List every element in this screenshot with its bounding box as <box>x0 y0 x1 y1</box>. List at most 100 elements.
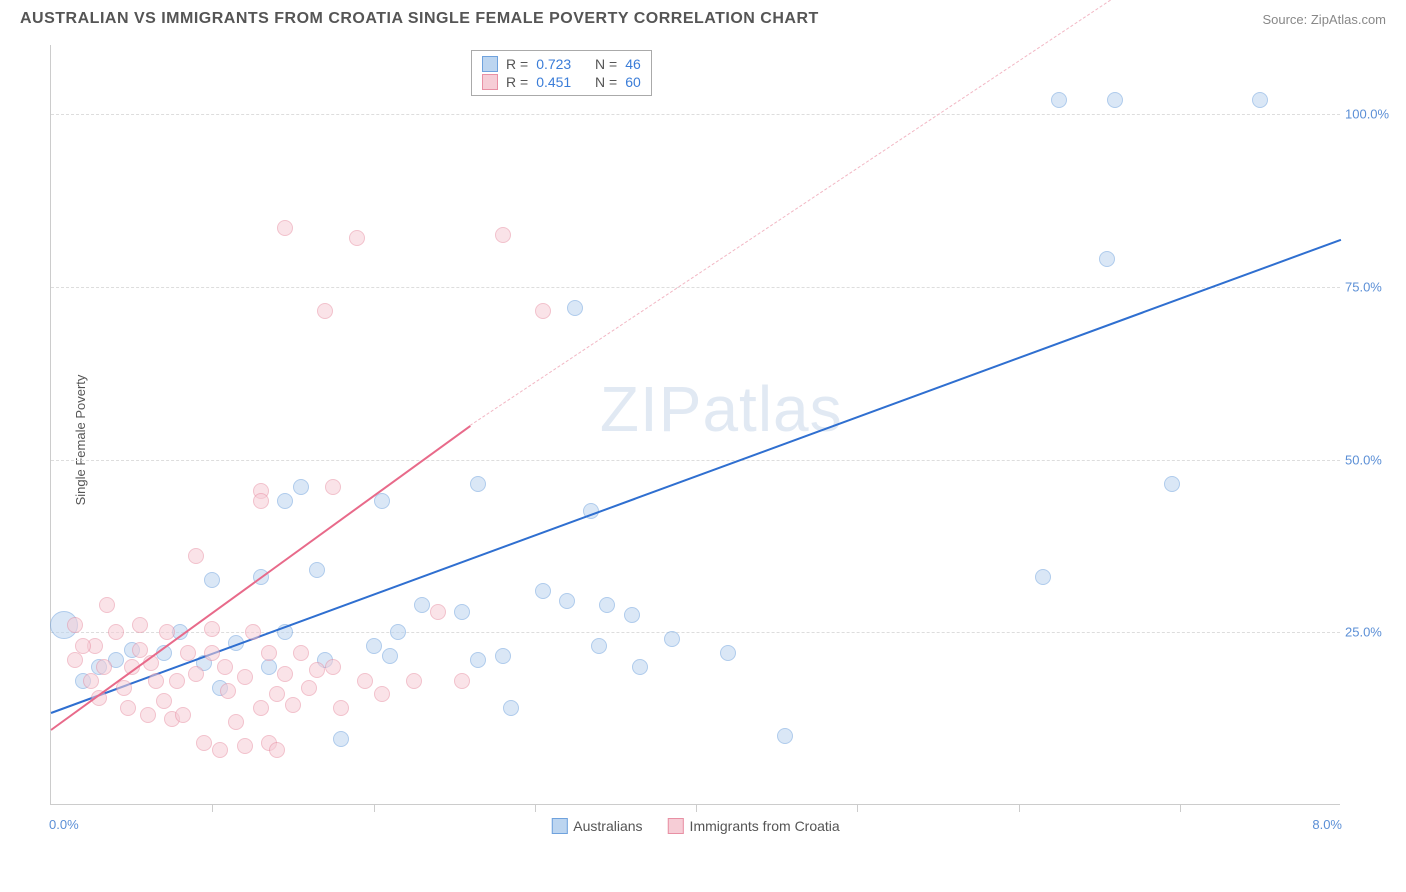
data-point <box>567 300 583 316</box>
data-point <box>414 597 430 613</box>
data-point <box>535 303 551 319</box>
legend-swatch <box>482 56 498 72</box>
stat-n-label: N = <box>595 56 617 72</box>
data-point <box>293 645 309 661</box>
data-point <box>245 624 261 640</box>
x-tick <box>1019 804 1020 812</box>
data-point <box>159 624 175 640</box>
data-point <box>83 673 99 689</box>
data-point <box>1099 251 1115 267</box>
data-point <box>357 673 373 689</box>
legend-swatch <box>668 818 684 834</box>
data-point <box>237 669 253 685</box>
data-point <box>664 631 680 647</box>
data-point <box>720 645 736 661</box>
data-point <box>237 738 253 754</box>
stat-n-value: 46 <box>625 56 641 72</box>
data-point <box>217 659 233 675</box>
plot-area: ZIPatlas R =0.723 N =46R =0.451 N =60 0.… <box>50 45 1340 805</box>
stat-r-value: 0.723 <box>536 56 571 72</box>
chart-title: AUSTRALIAN VS IMMIGRANTS FROM CROATIA SI… <box>20 10 819 28</box>
data-point <box>470 652 486 668</box>
data-point <box>390 624 406 640</box>
data-point <box>277 493 293 509</box>
data-point <box>269 686 285 702</box>
data-point <box>503 700 519 716</box>
data-point <box>1035 569 1051 585</box>
data-point <box>277 220 293 236</box>
data-point <box>120 700 136 716</box>
data-point <box>382 648 398 664</box>
gridline <box>51 460 1340 461</box>
data-point <box>67 652 83 668</box>
data-point <box>317 303 333 319</box>
legend-swatch <box>551 818 567 834</box>
trend-line <box>51 239 1342 714</box>
x-tick <box>857 804 858 812</box>
data-point <box>349 230 365 246</box>
data-point <box>1107 92 1123 108</box>
source-attribution: Source: ZipAtlas.com <box>1262 12 1386 27</box>
data-point <box>196 735 212 751</box>
legend-label: Immigrants from Croatia <box>690 818 840 834</box>
watermark-zip: ZIP <box>600 373 703 445</box>
stat-r-label: R = <box>506 74 528 90</box>
data-point <box>309 662 325 678</box>
x-tick <box>1180 804 1181 812</box>
data-point <box>1051 92 1067 108</box>
data-point <box>75 638 91 654</box>
data-point <box>591 638 607 654</box>
x-tick <box>535 804 536 812</box>
data-point <box>406 673 422 689</box>
gridline <box>51 114 1340 115</box>
data-point <box>454 604 470 620</box>
data-point <box>140 707 156 723</box>
x-tick <box>374 804 375 812</box>
y-tick-label: 50.0% <box>1345 452 1395 467</box>
chart-container: Single Female Poverty ZIPatlas R =0.723 … <box>50 45 1390 835</box>
data-point <box>204 572 220 588</box>
gridline <box>51 287 1340 288</box>
data-point <box>228 714 244 730</box>
stat-n-value: 60 <box>625 74 641 90</box>
data-point <box>148 673 164 689</box>
data-point <box>777 728 793 744</box>
y-tick-label: 25.0% <box>1345 625 1395 640</box>
data-point <box>301 680 317 696</box>
data-point <box>1252 92 1268 108</box>
data-point <box>470 476 486 492</box>
data-point <box>253 700 269 716</box>
stat-n-label: N = <box>595 74 617 90</box>
legend-swatch <box>482 74 498 90</box>
data-point <box>212 742 228 758</box>
bottom-legend: Australians Immigrants from Croatia <box>551 818 839 834</box>
y-tick-label: 100.0% <box>1345 107 1395 122</box>
data-point <box>220 683 236 699</box>
data-point <box>261 659 277 675</box>
data-point <box>535 583 551 599</box>
x-axis-start-label: 0.0% <box>49 817 79 832</box>
stat-r-label: R = <box>506 56 528 72</box>
data-point <box>269 742 285 758</box>
x-tick <box>212 804 213 812</box>
data-point <box>132 642 148 658</box>
data-point <box>374 686 390 702</box>
data-point <box>99 597 115 613</box>
data-point <box>132 617 148 633</box>
y-tick-label: 75.0% <box>1345 279 1395 294</box>
data-point <box>253 493 269 509</box>
data-point <box>285 697 301 713</box>
data-point <box>325 659 341 675</box>
data-point <box>430 604 446 620</box>
x-tick <box>696 804 697 812</box>
data-point <box>495 227 511 243</box>
stats-row: R = 0.723 N = 46 <box>482 55 641 73</box>
stats-row: R = 0.451 N = 60 <box>482 73 641 91</box>
stat-r-value: 0.451 <box>536 74 571 90</box>
legend-label: Australians <box>573 818 642 834</box>
stats-legend: R = 0.723 N = 46 R = 0.451 N = 60 <box>471 50 652 96</box>
data-point <box>204 645 220 661</box>
data-point <box>325 479 341 495</box>
data-point <box>156 693 172 709</box>
data-point <box>309 562 325 578</box>
